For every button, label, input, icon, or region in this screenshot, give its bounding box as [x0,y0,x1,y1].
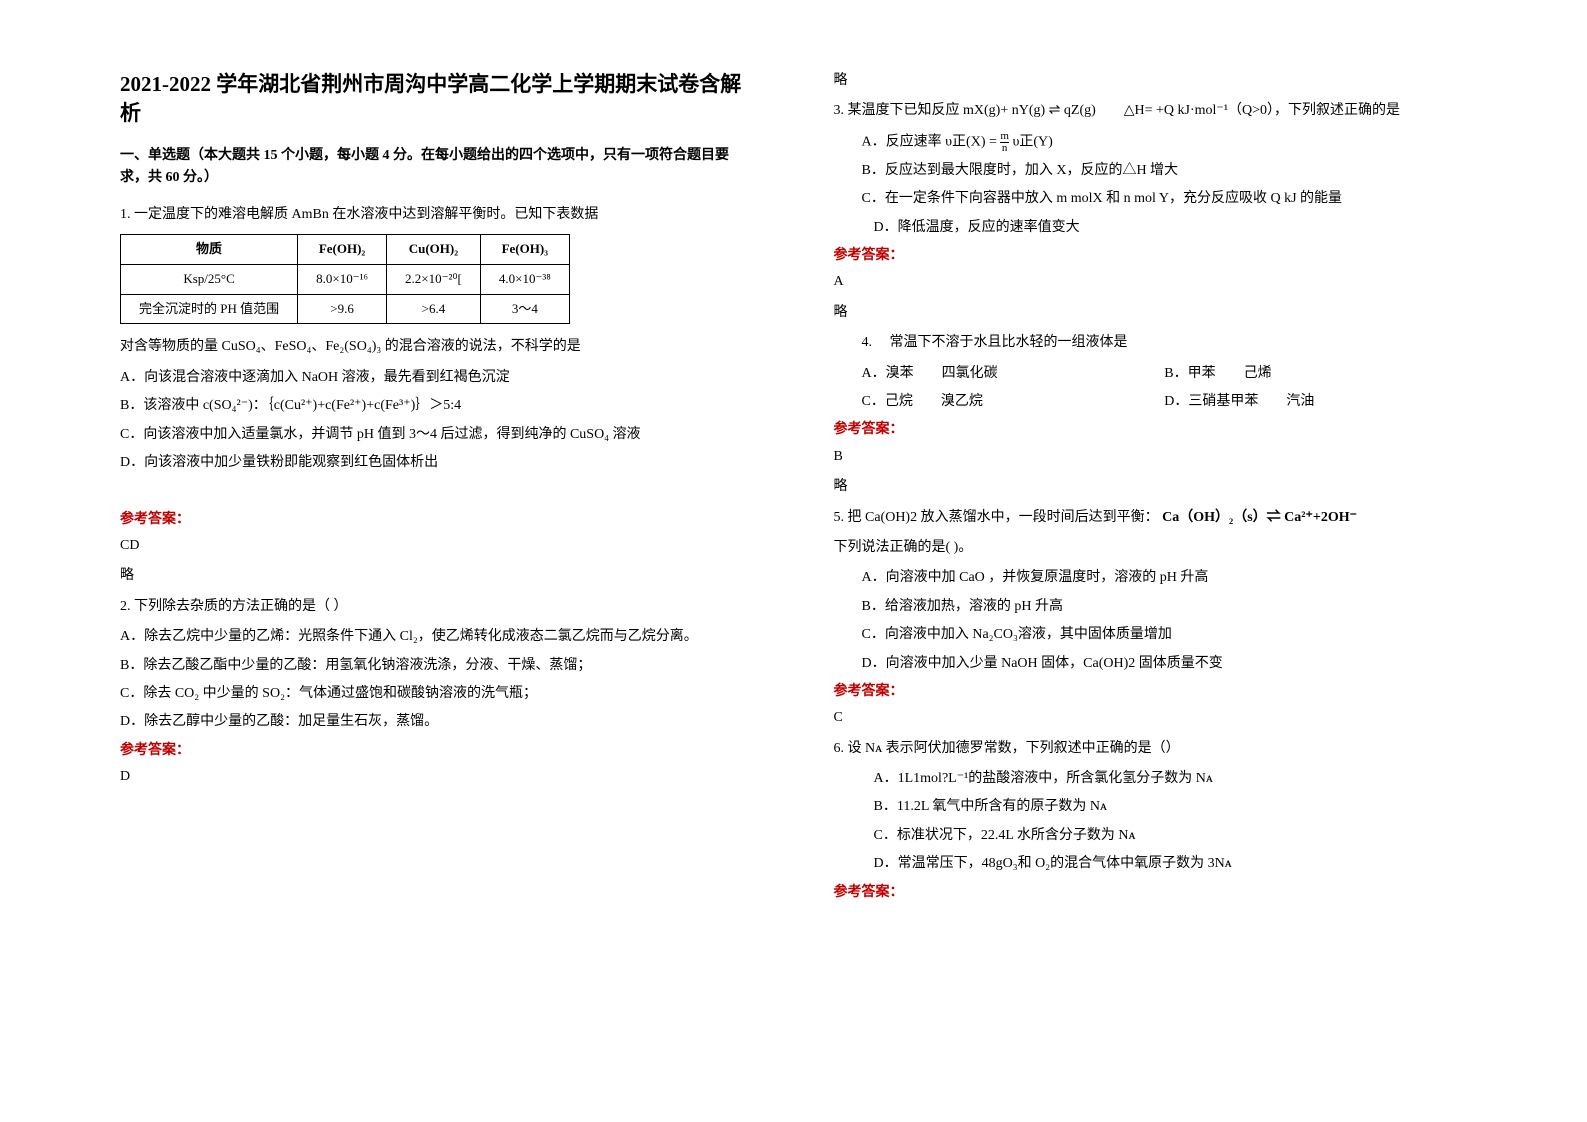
frac-num: m [1000,131,1009,143]
q2-option-a: A．除去乙烷中少量的乙烯：光照条件下通入 Cl₂，使乙烯转化成液态二氯乙烷而与乙… [120,626,754,648]
page-title: 2021-2022 学年湖北省荆州市周沟中学高二化学上学期期末试卷含解析 [120,70,754,129]
q6-stem: 6. 设 Nᴀ 表示阿伏加德罗常数，下列叙述中正确的是（） [834,738,1468,760]
q6-option-c: C．标准状况下，22.4L 水所含分子数为 Nᴀ [834,825,1468,847]
answer-label: 参考答案： [834,681,1468,703]
td: 3～4 [480,294,569,324]
q3-explain: 略 [834,302,1468,324]
q5-answer: C [834,707,1468,729]
answer-label: 参考答案： [834,419,1468,441]
td: Ksp/25°C [121,264,298,294]
q3-answer: A [834,271,1468,293]
q2-stem: 2. 下列除去杂质的方法正确的是（ ） [120,596,754,618]
q3-option-d: D．降低温度，反应的速率值变大 [834,217,1468,239]
q1-option-a: A．向该混合溶液中逐滴加入 NaOH 溶液，最先看到红褐色沉淀 [120,367,754,389]
th: Fe(OH)₃ [480,234,569,264]
q2-option-c: C．除去 CO₂ 中少量的 SO₂：气体通过盛饱和碳酸钠溶液的洗气瓶； [120,683,754,705]
q3-stem: 3. 某温度下已知反应 mX(g)+ nY(g) ⇌ qZ(g) △H= +Q … [834,100,1468,122]
answer-label: 参考答案： [834,882,1468,904]
q1-stem: 1. 一定温度下的难溶电解质 AmBn 在水溶液中达到溶解平衡时。已知下表数据 [120,204,754,226]
q1-option-d: D．向该溶液中加少量铁粉即能观察到红色固体析出 [120,452,754,474]
td: 8.0×10⁻¹⁶ [298,264,387,294]
th: Fe(OH)₂ [298,234,387,264]
q1-option-b: B．该溶液中 c(SO₄²⁻)：｛c(Cu²⁺)+c(Fe²⁺)+c(Fe³⁺)… [120,395,754,417]
q5-option-b: B．给溶液加热，溶液的 pH 升高 [834,596,1468,618]
q5-option-d: D．向溶液中加入少量 NaOH 固体，Ca(OH)2 固体质量不变 [834,653,1468,675]
q2-option-d: D．除去乙醇中少量的乙酸：加足量生石灰，蒸馏。 [120,711,754,733]
answer-label: 参考答案： [834,245,1468,267]
q3-option-b: B．反应达到最大限度时，加入 X，反应的△H 增大 [834,160,1468,182]
q5-stem-pre: 5. 把 Ca(OH)2 放入蒸馏水中，一段时间后达到平衡： [834,510,1159,525]
q2-option-b: B．除去乙酸乙酯中少量的乙酸：用氢氧化钠溶液洗涤，分液、干燥、蒸馏； [120,655,754,677]
q2-answer: D [120,766,754,788]
th: 物质 [121,234,298,264]
td: 完全沉淀时的 PH 值范围 [121,294,298,324]
q5-option-c: C．向溶液中加入 Na₂CO₃溶液，其中固体质量增加 [834,624,1468,646]
th: Cu(OH)₂ [387,234,481,264]
q4-option-b: B．甲苯 己烯 [1164,363,1467,385]
td: >9.6 [298,294,387,324]
td: >6.4 [387,294,481,324]
answer-label: 参考答案： [120,740,754,762]
q3-option-c: C．在一定条件下向容器中放入 m molX 和 n mol Y，充分反应吸收 Q… [834,188,1468,210]
q5-stem-post: 下列说法正确的是( )。 [834,537,1468,559]
q4-explain: 略 [834,476,1468,498]
fraction-icon: mn [1000,131,1009,154]
q4-answer: B [834,446,1468,468]
q3-a-post: υ正(Y) [1012,135,1052,150]
q4-option-d: D．三硝基甲苯 汽油 [1164,391,1467,413]
q1-table: 物质 Fe(OH)₂ Cu(OH)₂ Fe(OH)₃ Ksp/25°C 8.0×… [120,234,570,324]
q1-explain: 略 [120,565,754,587]
q3-option-a: A．反应速率 υ正(X) = mn υ正(Y) [834,131,1468,154]
section-intro: 一、单选题（本大题共 15 个小题，每小题 4 分。在每小题给出的四个选项中，只… [120,145,754,190]
td: 4.0×10⁻³⁸ [480,264,569,294]
q5-stem: 5. 把 Ca(OH)2 放入蒸馏水中，一段时间后达到平衡： Ca（OH）₂（s… [834,507,1468,529]
q2-explain: 略 [834,70,1468,92]
q5-option-a: A．向溶液中加 CaO ，并恢复原温度时，溶液的 pH 升高 [834,567,1468,589]
rev-arrow-icon: ⇌ [1049,103,1061,118]
q3-a-pre: A．反应速率 υ正(X) = [862,135,997,150]
q1-answer: CD [120,535,754,557]
q4-option-a: A．溴苯 四氯化碳 [862,363,1165,385]
q4-stem: 4. 常温下不溶于水且比水轻的一组液体是 [834,332,1468,354]
q4-option-c: C．己烷 溴乙烷 [862,391,1165,413]
q3-stem-post: qZ(g) △H= +Q kJ·mol⁻¹（Q>0），下列叙述正确的是 [1064,103,1400,118]
answer-label: 参考答案： [120,509,754,531]
td: 2.2×10⁻²⁰[ [387,264,481,294]
q1-option-c: C．向该溶液中加入适量氯水，并调节 pH 值到 3～4 后过滤，得到纯净的 Cu… [120,424,754,446]
q1-post: 对含等物质的量 CuSO₄、FeSO₄、Fe₂(SO₄)₃ 的混合溶液的说法，不… [120,336,754,358]
equilibrium-equation: Ca（OH）₂（s）⇌ Ca²⁺+2OH⁻ [1162,510,1357,525]
q3-stem-pre: 3. 某温度下已知反应 mX(g)+ nY(g) [834,103,1049,118]
q6-option-d: D．常温常压下，48gO₃和 O₂的混合气体中氧原子数为 3Nᴀ [834,853,1468,875]
frac-den: n [1000,143,1009,154]
q6-option-b: B．11.2L 氧气中所含有的原子数为 Nᴀ [834,796,1468,818]
q6-option-a: A．1L1mol?L⁻¹的盐酸溶液中，所含氯化氢分子数为 Nᴀ [834,768,1468,790]
